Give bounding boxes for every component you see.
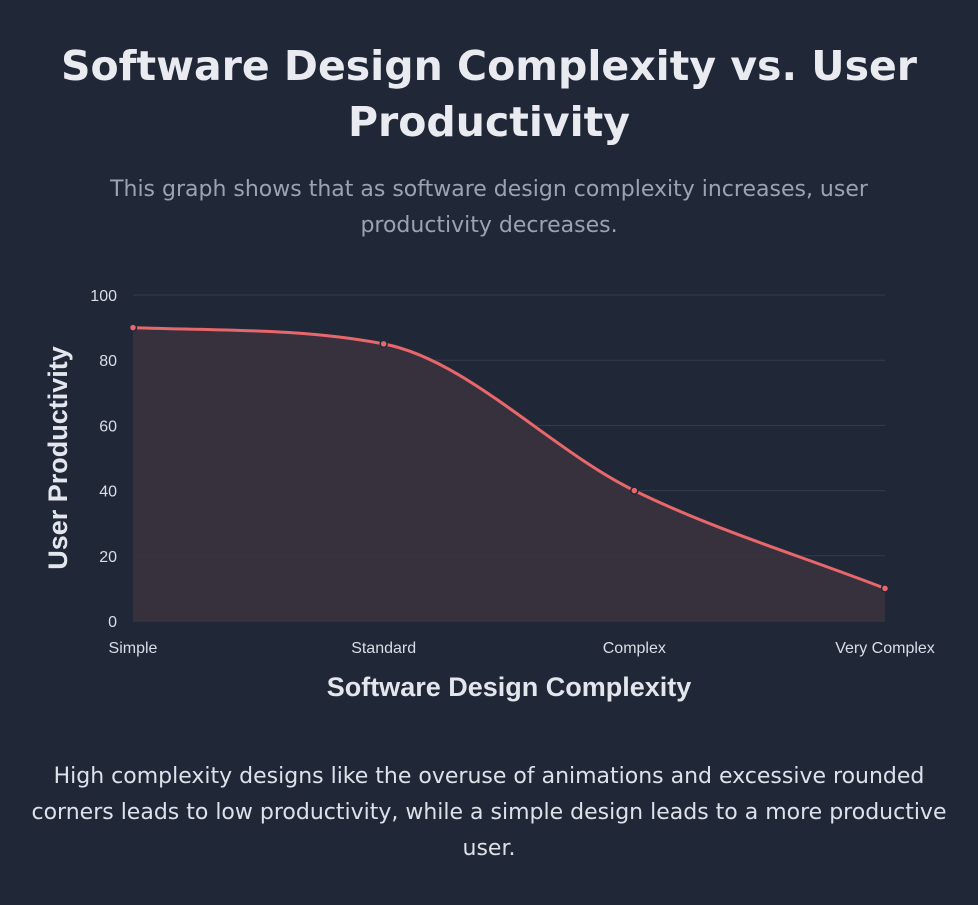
y-tick-label: 0: [108, 614, 117, 631]
page-title: Software Design Complexity vs. User Prod…: [60, 42, 918, 146]
y-tick-label: 60: [99, 418, 117, 435]
y-axis-ticks: 0 20 40 60 80 100: [90, 288, 117, 631]
series-line: [131, 326, 887, 590]
x-axis-ticks: Simple Standard Complex Very Complex: [109, 640, 935, 657]
page-subtitle: This graph shows that as software design…: [110, 177, 868, 238]
x-axis-title: Software Design Complexity: [327, 672, 692, 702]
data-point[interactable]: [880, 584, 890, 593]
y-tick-label: 40: [99, 484, 117, 501]
data-point[interactable]: [128, 323, 138, 332]
area-fill-layer: [133, 327, 885, 621]
y-axis-title: User Productivity: [43, 346, 73, 570]
x-tick-label: Very Complex: [835, 640, 935, 657]
data-point[interactable]: [630, 486, 639, 495]
x-tick-label: Complex: [603, 640, 666, 657]
chart-caption: High complexity designs like the overuse…: [31, 764, 947, 861]
data-points-layer: [128, 323, 890, 593]
series-line-layer: [131, 326, 887, 590]
x-tick-label: Simple: [109, 640, 158, 657]
y-tick-label: 80: [99, 353, 117, 370]
y-tick-label: 100: [90, 288, 117, 305]
y-tick-label: 20: [99, 549, 117, 566]
chart-container: 0 20 40 60 80 100 Simple Standard Complex Very C…: [0, 270, 978, 720]
series-area: [133, 327, 885, 621]
line-chart: 0 20 40 60 80 100 Simple Standard Complex Very C…: [43, 288, 935, 702]
data-point[interactable]: [379, 339, 388, 349]
x-tick-label: Standard: [351, 640, 416, 657]
